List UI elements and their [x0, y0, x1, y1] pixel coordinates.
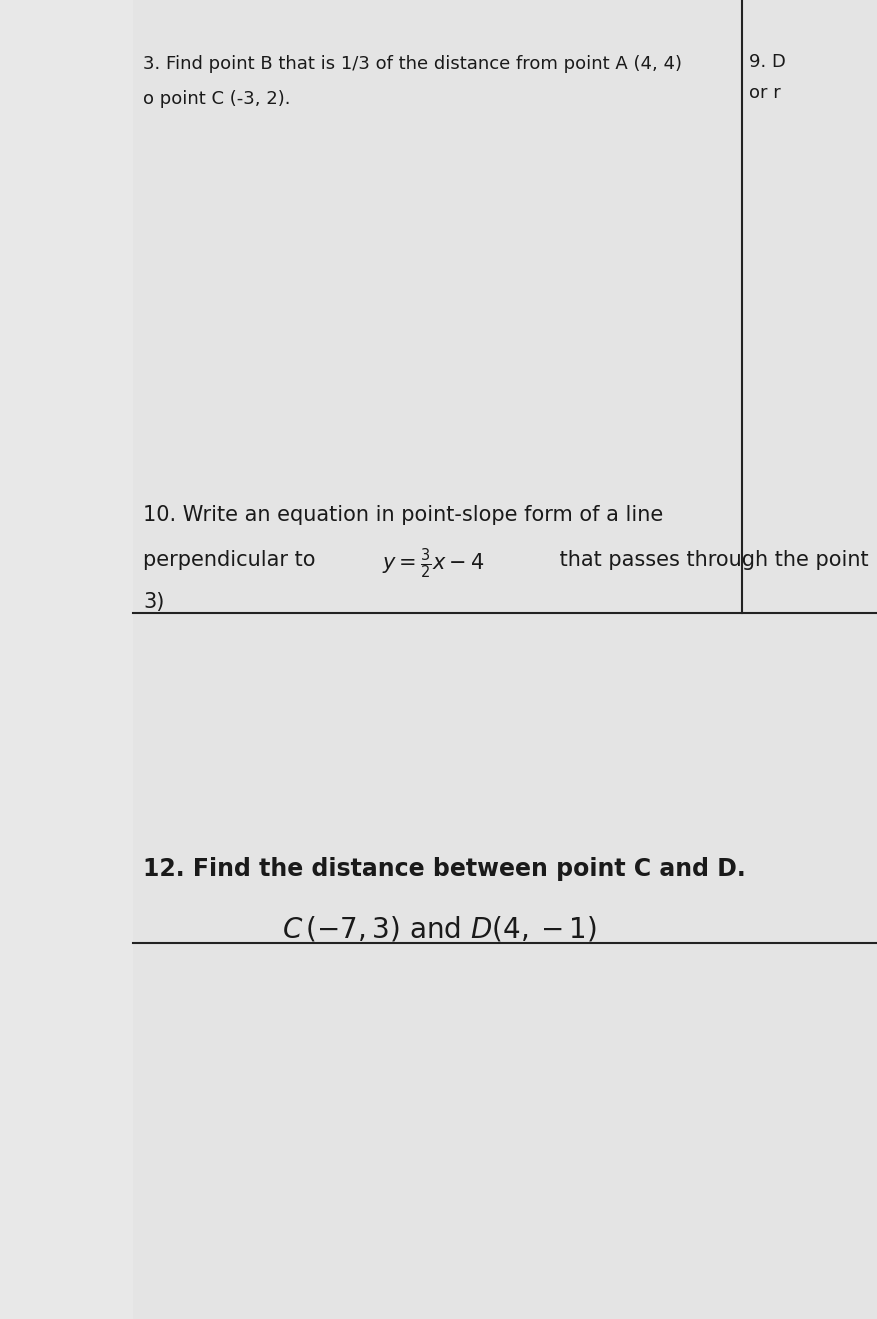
Text: perpendicular to: perpendicular to	[143, 550, 322, 570]
Text: o point C (-3, 2).: o point C (-3, 2).	[143, 90, 290, 108]
Text: 3): 3)	[143, 592, 164, 612]
Text: 3. Find point B that is 1/3 of the distance from point A (4, 4): 3. Find point B that is 1/3 of the dista…	[143, 55, 681, 74]
Text: 10. Write an equation in point-slope form of a line: 10. Write an equation in point-slope for…	[143, 505, 663, 525]
Bar	[133, 0, 877, 1319]
Text: that passes through the point (-5,: that passes through the point (-5,	[553, 550, 877, 570]
Bar	[0, 0, 142, 1319]
Text: 12. Find the distance between point C and D.: 12. Find the distance between point C an…	[143, 857, 745, 881]
Text: $y = \frac{3}{2}x - 4$: $y = \frac{3}{2}x - 4$	[381, 546, 484, 580]
Text: 9. D: 9. D	[748, 53, 785, 71]
Text: $C\,(-7,3)\ \mathrm{and}\ D(4,-1)$: $C\,(-7,3)\ \mathrm{and}\ D(4,-1)$	[282, 914, 595, 943]
Text: or r: or r	[748, 84, 780, 103]
